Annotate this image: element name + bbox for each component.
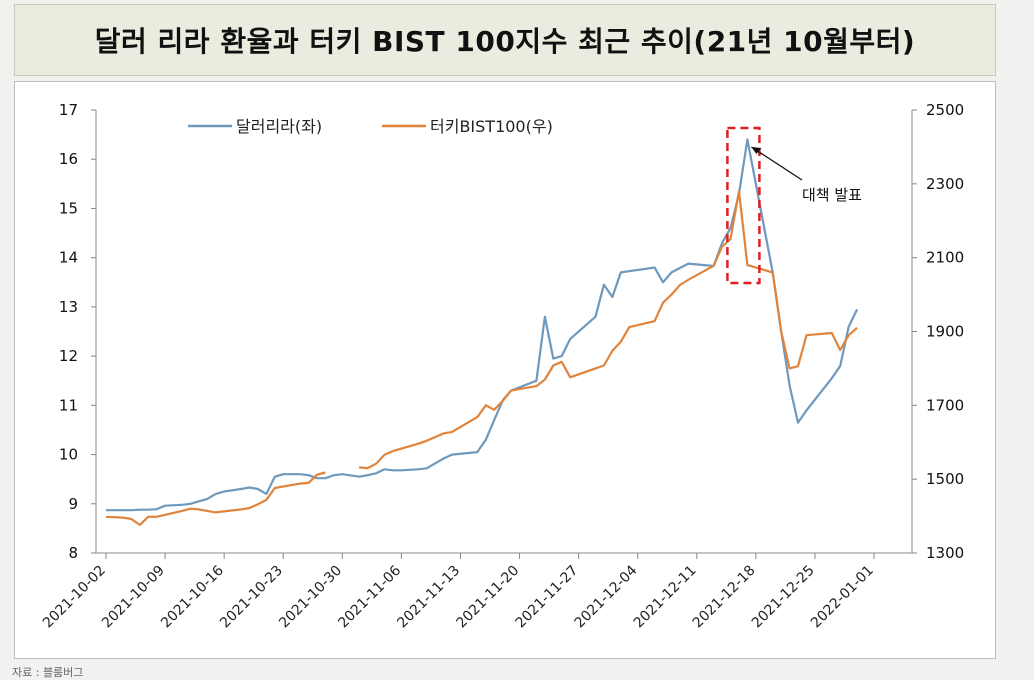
- y-right-tick-label: 1300: [926, 544, 964, 562]
- x-tick-label: 2021-10-16: [158, 562, 227, 631]
- annotation-arrow-head: [751, 147, 762, 154]
- legend-label-usd-try: 달러리라(좌): [236, 117, 322, 136]
- y-left-tick-label: 14: [59, 249, 78, 267]
- x-tick-label: 2021-12-18: [690, 563, 759, 632]
- source-note: 자료 : 블룸버그: [12, 666, 84, 679]
- annotation-arrow: [751, 146, 803, 181]
- y-left-tick-label: 17: [59, 101, 78, 119]
- y-left-tick-label: 11: [59, 396, 78, 414]
- y-left-tick-label: 13: [59, 298, 78, 316]
- y-left-tick-label: 10: [59, 446, 78, 464]
- y-left-tick-label: 8: [68, 544, 78, 562]
- y-right-tick-label: 2300: [926, 175, 964, 193]
- x-tick-label: 2021-12-25: [749, 563, 818, 632]
- y-left-tick-label: 9: [68, 495, 78, 513]
- x-tick-label: 2021-11-13: [394, 563, 463, 632]
- y-right-tick-label: 1900: [926, 323, 964, 341]
- x-tick-label: 2021-12-04: [572, 562, 641, 631]
- x-tick-label: 2021-10-23: [217, 563, 286, 632]
- series-line-bist100: [359, 190, 858, 470]
- x-tick-label: 2021-10-09: [99, 563, 168, 632]
- x-tick-label: 2021-12-11: [631, 563, 700, 632]
- x-tick-label: 2021-10-30: [276, 563, 345, 632]
- y-right-tick-label: 1700: [926, 396, 964, 414]
- highlight-box: [726, 126, 761, 285]
- x-tick-label: 2021-11-20: [454, 563, 523, 632]
- y-right-tick-label: 1500: [926, 470, 964, 488]
- annotation-text: 대책 발표: [802, 186, 862, 204]
- chart-title: 달러 리라 환율과 터키 BIST 100지수 최근 추이(21년 10월부터): [94, 25, 916, 58]
- y-left-tick-label: 12: [59, 347, 78, 365]
- x-tick-label: 2021-10-02: [40, 563, 109, 632]
- y-left-tick-label: 16: [59, 150, 78, 168]
- title-bar: 달러 리라 환율과 터키 BIST 100지수 최근 추이(21년 10월부터): [14, 4, 996, 76]
- x-tick-label: 2021-11-27: [513, 563, 582, 632]
- y-left-tick-label: 15: [59, 199, 78, 217]
- y-right-tick-label: 2100: [926, 249, 964, 267]
- x-tick-label: 2021-11-06: [335, 562, 404, 631]
- series-line-bist100: [105, 471, 326, 526]
- legend-label-bist100: 터키BIST100(우): [430, 117, 553, 136]
- series-line-usd-try: [106, 138, 859, 512]
- x-tick-label: 2022-01-01: [808, 563, 877, 632]
- plot-frame: [14, 81, 996, 659]
- y-right-tick-label: 2500: [926, 101, 964, 119]
